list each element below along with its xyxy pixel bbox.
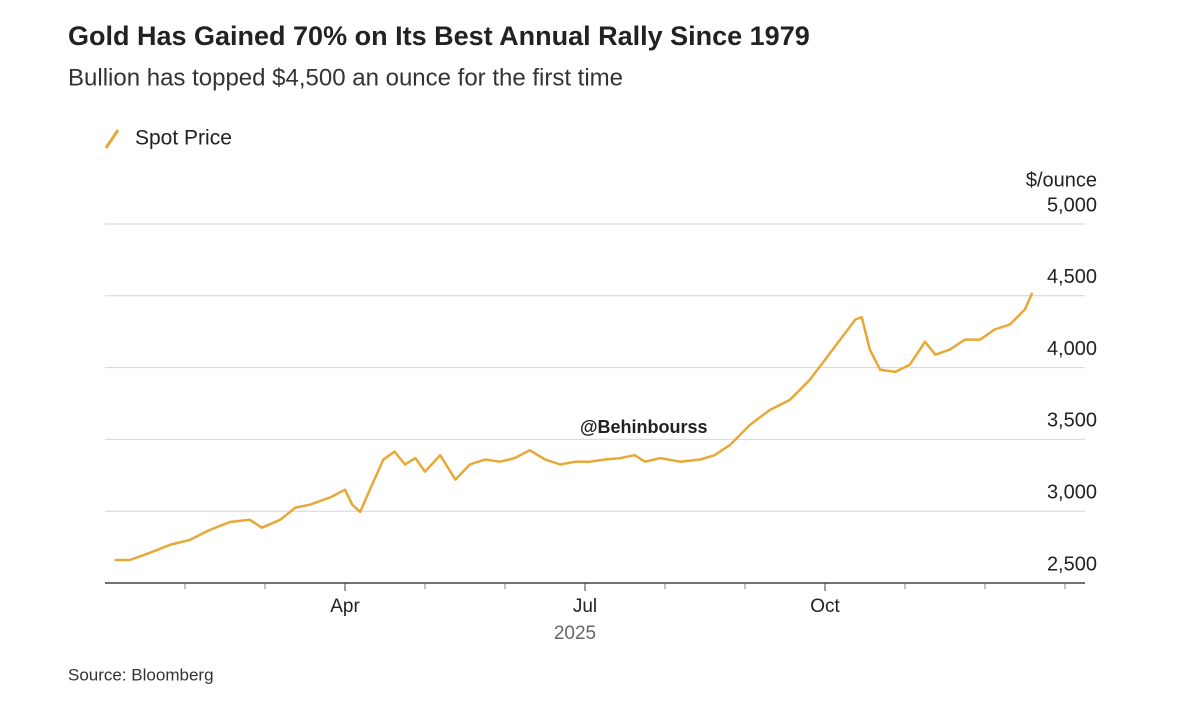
source: Source: Bloomberg bbox=[68, 665, 214, 684]
data-line bbox=[114, 292, 1034, 562]
y-tick-label: 4,500 bbox=[1047, 266, 1097, 288]
y-unit-label: $/ounce bbox=[1026, 169, 1097, 191]
y-tick-label: 5,000 bbox=[1047, 194, 1097, 216]
x-tick-label: Jul bbox=[573, 596, 597, 617]
legend-label: Spot Price bbox=[135, 127, 232, 150]
annotation: @Behinbourss bbox=[580, 417, 708, 437]
y-tick-label: 4,000 bbox=[1047, 338, 1097, 360]
x-axis-label: 2025 bbox=[554, 623, 596, 644]
y-tick-label: 3,500 bbox=[1047, 410, 1097, 432]
y-tick-label: 2,500 bbox=[1047, 553, 1097, 575]
y-tick-label: 3,000 bbox=[1047, 481, 1097, 503]
chart-subtitle: Bullion has topped $4,500 an ounce for t… bbox=[68, 64, 623, 91]
x-tick-label: Apr bbox=[330, 596, 360, 617]
x-tick-label: Oct bbox=[810, 596, 840, 617]
legend-swatch bbox=[104, 129, 120, 149]
chart-title: Gold Has Gained 70% on Its Best Annual R… bbox=[68, 21, 810, 51]
